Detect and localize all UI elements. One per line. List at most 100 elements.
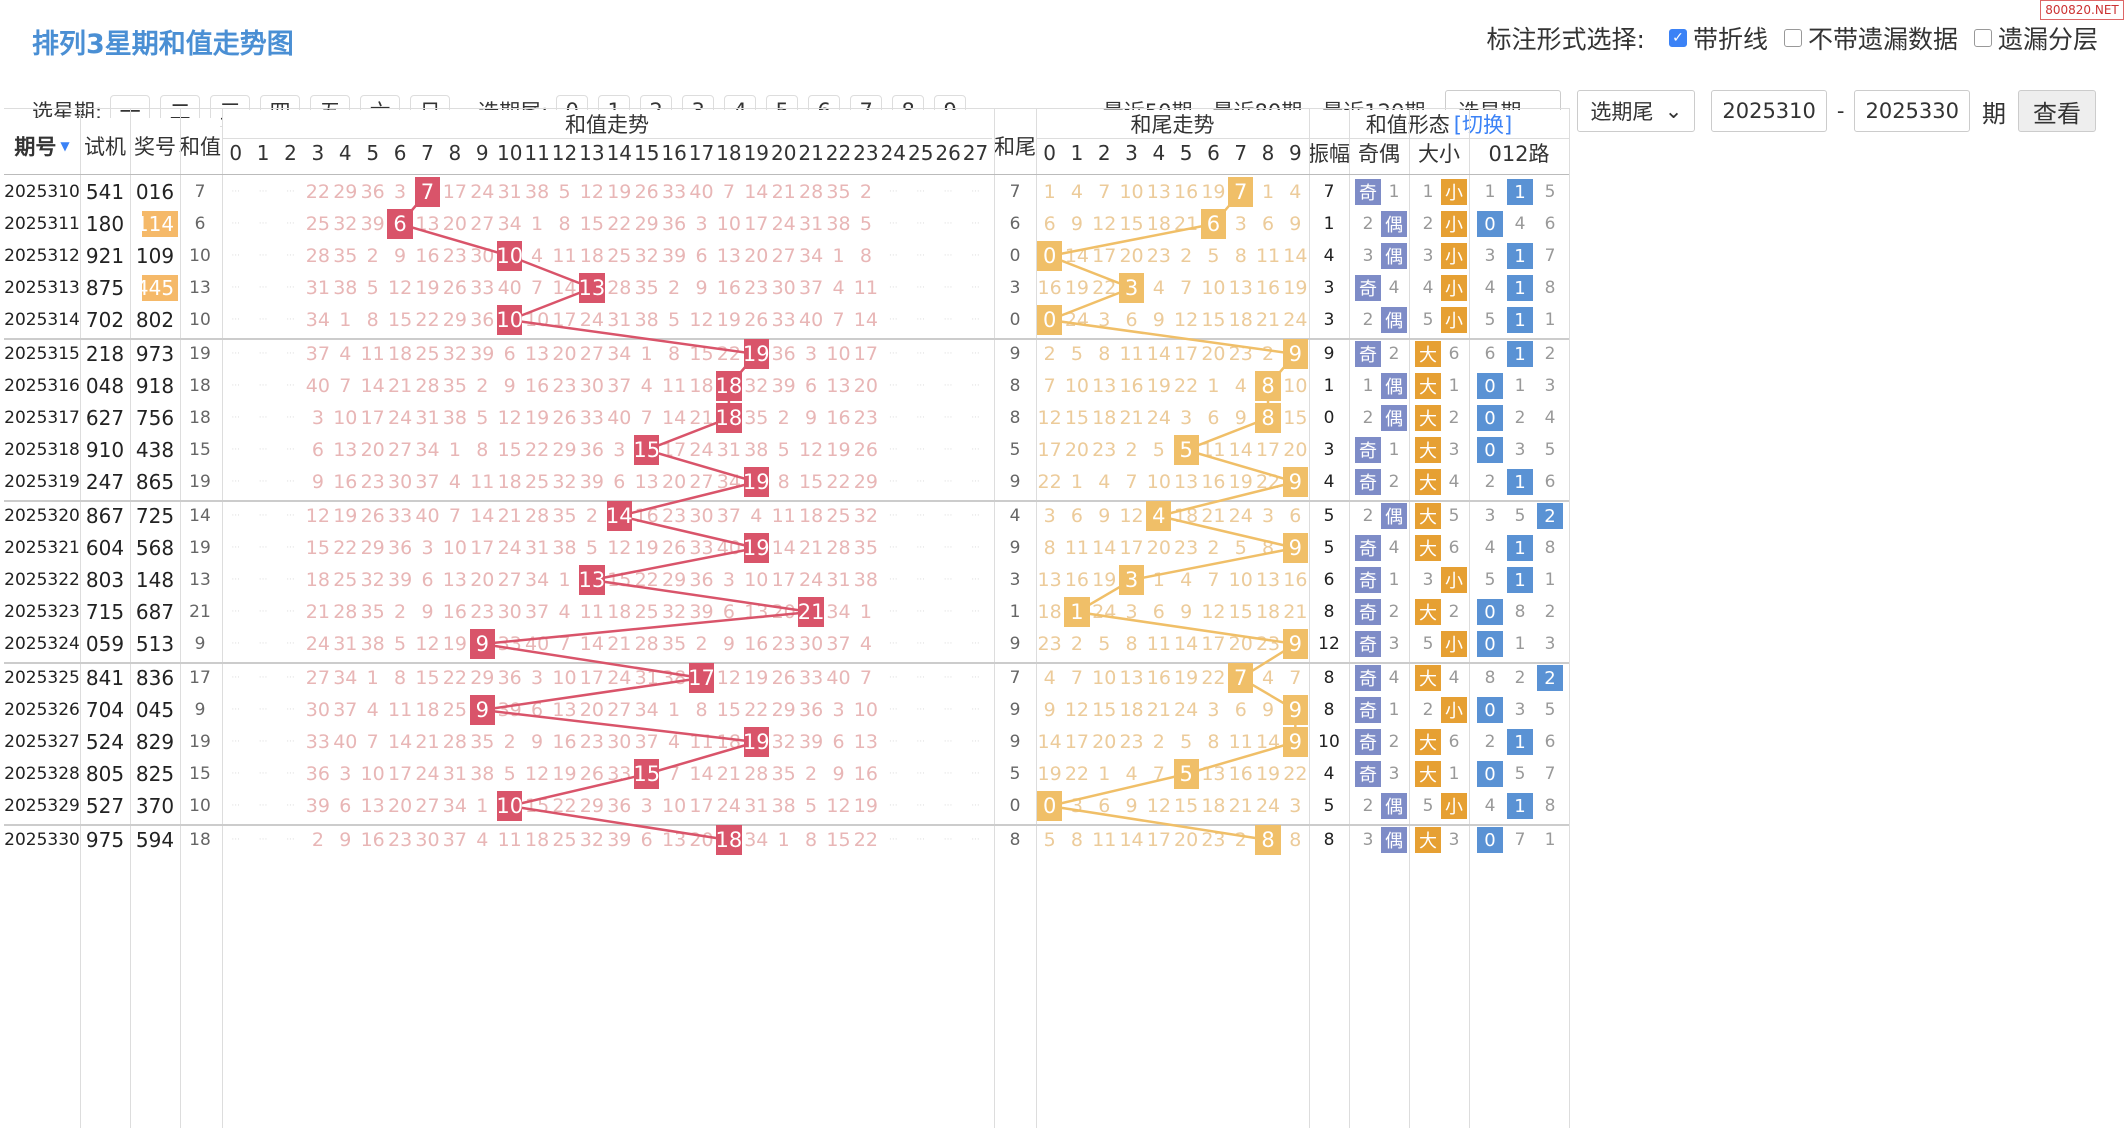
prize-cell: 687 [135,600,175,624]
tail-col-6: 6 [1199,140,1228,166]
tail-miss: 8 [1070,829,1083,851]
test-cell: 910 [85,438,125,462]
route-miss: 1 [1514,376,1526,396]
sum-miss: 16 [333,471,358,493]
route-miss: 5 [1484,310,1496,330]
route-miss: 7 [1544,764,1556,784]
sum-miss: 20 [689,829,714,851]
tail-miss: 20 [1228,633,1253,655]
tail-miss: 16 [1037,277,1062,299]
select-tail[interactable]: 选期尾 ⌄ [1577,90,1696,132]
sum-miss: 26 [853,439,878,461]
sum-miss: 29 [333,181,358,203]
sum-miss: ··· [943,283,953,293]
route-miss: 3 [1544,376,1556,396]
sum-miss: 4 [832,277,845,299]
odd-mark: 奇 [1355,469,1381,495]
prize-cell: 918 [135,374,175,398]
sum-miss: ··· [888,673,898,683]
sum-miss: ··· [258,575,268,585]
sum-miss: ··· [231,477,240,487]
sum-col-9: 9 [468,140,496,166]
route-mark: 1 [1507,567,1533,593]
header-issue-label: 期号 [14,135,57,159]
tail-mark: 0 [1037,241,1063,271]
sum-mark: 19 [743,533,770,563]
sum-miss: ··· [971,477,980,487]
sum-miss: 37 [826,633,851,655]
tail-miss: 20 [1174,829,1199,851]
sum-mark: 14 [606,501,633,531]
issue-cell: 2025323 [4,602,80,622]
grid-hline [222,138,992,139]
switch-link[interactable]: [切换] [1453,113,1513,137]
tail-cell: 1 [1009,602,1021,622]
sum-miss: 2 [311,829,324,851]
amp-cell: 12 [1318,634,1340,654]
sum-miss: ··· [916,769,925,779]
sum-miss: 8 [366,309,379,331]
option-missing-layer[interactable]: 遗漏分层 [1973,20,2098,56]
big-mark: 大 [1415,503,1441,529]
header-issue[interactable]: 期号 ▼ [4,118,80,174]
sum-col-3: 3 [304,140,332,166]
sum-cell: 10 [189,310,211,330]
route-miss: 5 [1544,440,1556,460]
sum-miss: ··· [231,349,240,359]
oe-miss: 1 [1388,700,1400,720]
sum-miss: ··· [231,575,240,585]
route-mark: 0 [1477,631,1503,657]
small-mark: 小 [1441,243,1467,269]
route-miss: 5 [1544,700,1556,720]
sum-mark: 10 [496,791,523,821]
route-miss: 1 [1484,182,1496,202]
sum-miss: ··· [943,801,953,811]
sum-mark: 7 [414,177,441,207]
sum-miss: 23 [470,601,495,623]
sum-miss: 6 [339,795,352,817]
tail-mark: 9 [1282,727,1308,757]
sum-col-1: 1 [249,140,277,166]
route-miss: 6 [1544,732,1556,752]
test-cell: 604 [85,536,125,560]
route-mark: 0 [1477,599,1503,625]
route-mark: 0 [1477,405,1503,431]
option-no-missing[interactable]: 不带遗漏数据 [1783,20,1958,56]
highlight-bg [142,275,178,301]
route-miss: 3 [1484,506,1496,526]
header-prize: 奖号 [130,118,180,174]
route-miss: 2 [1514,668,1526,688]
oe-miss: 2 [1388,472,1400,492]
from-input[interactable]: 2025310 [1711,90,1827,132]
sum-miss: ··· [943,219,953,229]
view-button[interactable]: 查看 [2018,90,2096,132]
sum-miss: 18 [524,829,550,851]
sum-miss: ··· [258,381,268,391]
checkbox-icon[interactable] [1973,29,1992,47]
sum-miss: 5 [503,763,516,785]
prize-cell: 865 [135,470,175,494]
sum-miss: 18 [305,569,330,591]
sum-col-11: 11 [523,140,551,166]
sum-mark: 15 [633,435,660,465]
checkbox-icon[interactable] [1783,29,1802,47]
checkbox-checked-icon[interactable]: ✓ [1668,29,1687,47]
odd-mark: 奇 [1355,665,1381,691]
sum-miss: ··· [943,413,953,423]
sum-miss: ··· [258,801,268,811]
sum-miss: ··· [971,251,980,261]
sum-miss: 5 [366,277,379,299]
bs-miss: 1 [1448,764,1460,784]
tail-cell: 0 [1009,310,1021,330]
oe-miss: 4 [1388,668,1400,688]
sum-miss: ··· [943,575,953,585]
sum-miss: ··· [258,835,268,845]
sum-miss: 10 [360,763,385,785]
option-line[interactable]: ✓ 带折线 [1668,20,1768,56]
tail-miss: 21 [1283,601,1308,623]
sum-mark: 10 [496,241,523,271]
tail-mark: 9 [1282,339,1308,369]
test-cell: 527 [85,794,125,818]
to-input[interactable]: 2025330 [1854,90,1970,132]
bs-miss: 3 [1422,570,1434,590]
